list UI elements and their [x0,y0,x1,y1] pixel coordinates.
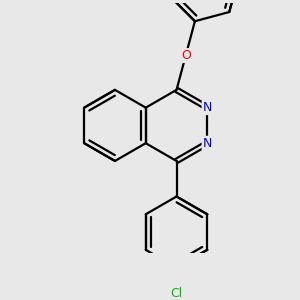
Text: N: N [202,101,212,114]
Text: N: N [202,137,212,150]
Text: Cl: Cl [170,287,183,300]
Text: O: O [181,49,191,62]
